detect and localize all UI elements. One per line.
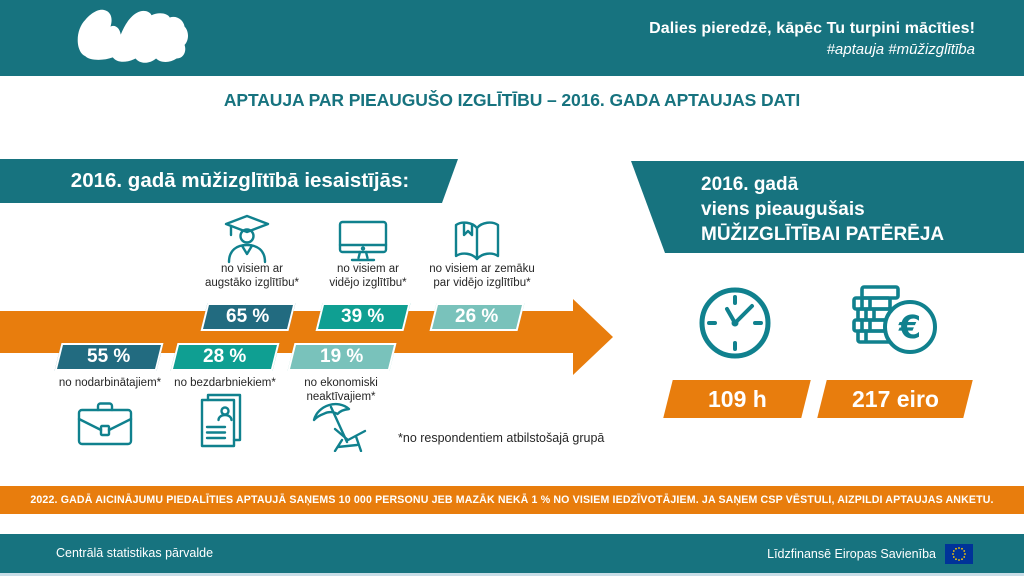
consumption-banner-line: viens pieaugušais (701, 199, 865, 220)
value-badge-19: 19 % (287, 343, 397, 371)
latvia-map-icon (77, 9, 188, 63)
value-badge-65: 65 % (200, 303, 296, 331)
open-book-icon (454, 221, 500, 261)
group-label-secondary-education: no visiem ar vidējo izglītību* (329, 263, 407, 289)
group-label-below-secondary: no visiem ar zemāku par vidējo izglītību… (429, 263, 535, 289)
group-label-inactive: no ekonomiski neaktīvajiem* (304, 377, 378, 403)
page-title: APTAUJA PAR PIEAUGUŠO IZGLĪTĪBU – 2016. … (223, 90, 801, 110)
header-text-block: Dalies pieredzē, kāpēc Tu turpini mācīti… (649, 20, 975, 58)
value-badge-26: 26 % (429, 303, 525, 331)
clock-icon (699, 287, 771, 359)
value-badge-28: 28 % (170, 343, 280, 371)
consumption-banner-line: 2016. gadā (701, 174, 799, 195)
monitor-icon (338, 220, 388, 262)
footer-eu-funding: Līdzfinansē Eiropas Savienība (767, 534, 973, 573)
header-hashtags: #aptauja #mūžizglītība (826, 41, 975, 58)
notice-bar: 2022. GADĀ AICINĀJUMU PIEDALĪTIES APTAUJ… (0, 486, 1024, 514)
value-badge-55: 55 % (54, 343, 164, 371)
value-badge-39: 39 % (315, 303, 411, 331)
footer-eu-funding-label: Līdzfinansē Eiropas Savienība (767, 546, 936, 561)
stat-badge-hours: 109 h (663, 380, 811, 418)
involvement-banner: 2016. gadā mūžizglītībā iesaistījās: (0, 159, 458, 203)
briefcase-icon (77, 402, 133, 446)
eu-flag-icon (945, 543, 973, 564)
stat-badge-euro: 217 eiro (817, 380, 973, 418)
footer-band (0, 534, 1024, 573)
consumption-banner-line: MŪŽIZGLĪTĪBAI PATĒRĒJA (701, 224, 945, 245)
group-label-higher-education: no visiem ar augstāko izglītību* (205, 263, 299, 289)
header-tagline: Dalies pieredzē, kāpēc Tu turpini mācīti… (649, 20, 975, 37)
euro-coins-icon: € (852, 285, 937, 354)
footnote: *no respondentiem atbilstošajā grupā (398, 431, 605, 445)
bottom-strip (0, 573, 1024, 576)
svg-text:€: € (898, 308, 921, 346)
orange-arrow (0, 299, 613, 375)
cv-document-icon (200, 393, 242, 448)
group-label-employed: no nodarbinātajiem* (58, 377, 162, 389)
consumption-banner: 2016. gadā viens pieaugušais MŪŽIZGLĪTĪB… (631, 161, 1024, 253)
group-label-unemployed: no bezdarbniekiem* (174, 377, 276, 389)
graduate-icon (224, 214, 270, 264)
footer-organization: Centrālā statistikas pārvalde (56, 546, 214, 560)
beach-vacation-icon (312, 402, 367, 452)
